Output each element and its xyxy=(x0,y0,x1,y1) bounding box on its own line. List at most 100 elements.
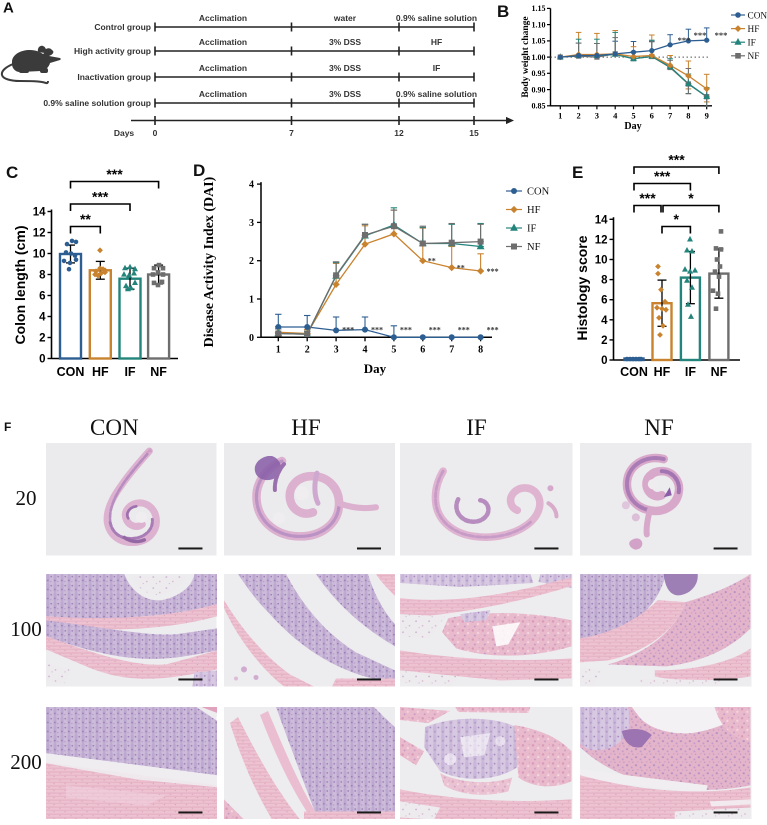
svg-text:***: *** xyxy=(371,326,383,335)
svg-text:A: A xyxy=(3,0,14,17)
svg-text:Colon length (cm): Colon length (cm) xyxy=(12,226,28,345)
svg-text:8: 8 xyxy=(686,110,690,120)
svg-text:6: 6 xyxy=(650,110,654,120)
svg-text:CON: CON xyxy=(748,11,767,21)
svg-text:Histology score: Histology score xyxy=(574,235,590,340)
svg-text:**: ** xyxy=(457,264,465,273)
svg-text:Body weight change: Body weight change xyxy=(521,16,531,97)
svg-text:5: 5 xyxy=(631,110,635,120)
svg-text:IF: IF xyxy=(527,224,536,235)
svg-text:0.90: 0.90 xyxy=(532,85,546,94)
svg-text:HF: HF xyxy=(527,205,541,216)
svg-text:1: 1 xyxy=(249,295,254,306)
svg-text:Disease Activity Index (DAI): Disease Activity Index (DAI) xyxy=(202,176,217,347)
svg-text:4: 4 xyxy=(249,180,254,191)
svg-text:4: 4 xyxy=(39,312,46,324)
svg-text:0: 0 xyxy=(39,354,45,366)
svg-text:HF: HF xyxy=(92,365,109,379)
svg-text:5: 5 xyxy=(391,344,396,355)
svg-text:6: 6 xyxy=(420,344,425,355)
svg-text:***: *** xyxy=(678,35,691,45)
svg-text:12: 12 xyxy=(595,234,608,246)
svg-text:NF: NF xyxy=(150,365,167,379)
svg-text:14: 14 xyxy=(33,207,46,219)
svg-text:9: 9 xyxy=(705,110,709,120)
svg-text:CON: CON xyxy=(527,187,550,198)
svg-text:Control group: Control group xyxy=(94,22,151,32)
svg-text:1: 1 xyxy=(276,344,281,355)
svg-text:D: D xyxy=(193,161,205,180)
svg-text:C: C xyxy=(6,163,18,182)
svg-text:12: 12 xyxy=(394,128,404,138)
svg-text:NF: NF xyxy=(748,52,760,62)
svg-text:Days: Days xyxy=(114,128,135,138)
svg-text:0: 0 xyxy=(601,355,607,367)
svg-text:8: 8 xyxy=(478,344,483,355)
svg-text:Day: Day xyxy=(364,361,387,376)
svg-text:0.9% saline solution: 0.9% saline solution xyxy=(396,89,477,99)
svg-text:IF: IF xyxy=(685,365,696,379)
svg-text:NF: NF xyxy=(711,365,728,379)
svg-text:7: 7 xyxy=(668,110,673,120)
svg-text:***: *** xyxy=(487,326,499,335)
svg-text:IF: IF xyxy=(433,63,441,73)
svg-text:1.10: 1.10 xyxy=(532,20,546,29)
svg-text:IF: IF xyxy=(124,365,135,379)
svg-text:12: 12 xyxy=(33,228,46,240)
svg-text:0.85: 0.85 xyxy=(532,102,546,111)
svg-text:***: *** xyxy=(92,189,109,205)
svg-text:HF: HF xyxy=(431,37,442,47)
svg-text:IF: IF xyxy=(748,39,756,49)
svg-text:***: *** xyxy=(668,152,685,168)
svg-text:Inactivation group: Inactivation group xyxy=(77,72,151,82)
svg-text:NF: NF xyxy=(527,242,541,253)
svg-text:8: 8 xyxy=(39,270,46,282)
svg-text:2: 2 xyxy=(305,344,310,355)
svg-text:*: * xyxy=(688,190,694,206)
svg-text:Acclimation: Acclimation xyxy=(199,13,247,23)
svg-text:*: * xyxy=(673,211,679,227)
svg-text:Acclimation: Acclimation xyxy=(199,63,247,73)
svg-text:0: 0 xyxy=(249,333,254,344)
svg-text:7: 7 xyxy=(449,344,454,355)
svg-text:***: *** xyxy=(715,30,728,40)
svg-text:3: 3 xyxy=(249,218,254,229)
svg-text:14: 14 xyxy=(595,214,608,226)
svg-text:4: 4 xyxy=(601,315,608,327)
svg-text:6: 6 xyxy=(39,291,45,303)
svg-text:2: 2 xyxy=(249,256,254,267)
svg-text:0.95: 0.95 xyxy=(532,69,546,78)
svg-text:***: *** xyxy=(429,326,441,335)
svg-text:***: *** xyxy=(342,326,354,335)
svg-text:***: *** xyxy=(694,30,707,40)
svg-text:1: 1 xyxy=(558,110,562,120)
svg-text:1.05: 1.05 xyxy=(532,37,546,46)
svg-text:10: 10 xyxy=(595,255,608,267)
svg-text:3: 3 xyxy=(595,110,599,120)
svg-text:B: B xyxy=(497,2,509,21)
svg-text:0.9% saline solution: 0.9% saline solution xyxy=(396,13,477,23)
svg-text:1.00: 1.00 xyxy=(532,53,546,62)
svg-text:Acclimation: Acclimation xyxy=(199,37,247,47)
svg-text:0: 0 xyxy=(153,128,158,138)
svg-text:4: 4 xyxy=(613,110,618,120)
svg-text:7: 7 xyxy=(289,128,294,138)
svg-text:**: ** xyxy=(80,211,91,227)
svg-text:0.9% saline solution group: 0.9% saline solution group xyxy=(43,98,151,108)
svg-text:***: *** xyxy=(458,326,470,335)
svg-text:Acclimation: Acclimation xyxy=(199,89,247,99)
svg-text:E: E xyxy=(572,163,583,182)
svg-text:***: *** xyxy=(487,267,499,276)
svg-text:High activity group: High activity group xyxy=(74,46,151,56)
svg-text:15: 15 xyxy=(469,128,479,138)
svg-text:2: 2 xyxy=(39,333,45,345)
svg-text:***: *** xyxy=(654,168,671,184)
svg-text:***: *** xyxy=(639,190,656,206)
svg-text:**: ** xyxy=(428,257,436,266)
svg-text:8: 8 xyxy=(601,275,608,287)
svg-text:Day: Day xyxy=(624,121,641,132)
svg-text:***: *** xyxy=(106,166,123,182)
svg-text:2: 2 xyxy=(576,110,580,120)
svg-text:3: 3 xyxy=(334,344,339,355)
svg-text:3% DSS: 3% DSS xyxy=(329,63,361,73)
